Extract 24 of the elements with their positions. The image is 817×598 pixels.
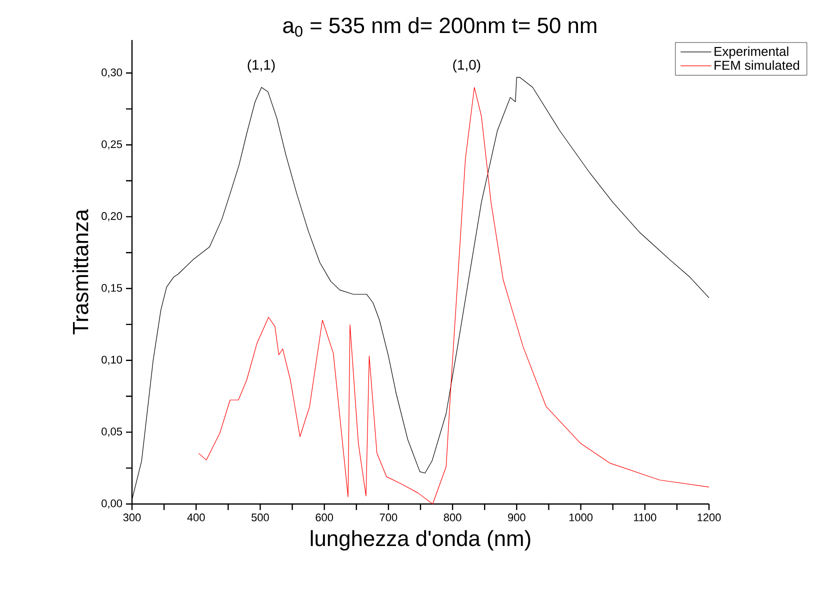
y-tick-label: 0,10 (102, 356, 122, 365)
annotation: (1,0) (453, 59, 480, 72)
annotation: (1,1) (248, 59, 275, 72)
y-tick-label: 0,25 (102, 140, 122, 150)
x-axis-title: lunghezza d'onda (nm) (310, 530, 530, 551)
y-tick-label: 0,30 (102, 68, 122, 78)
chart-title: a$_{0}$ = 535 nm d= 200nm t= 50 nm (283, 17, 596, 37)
x-tick-label: 700 (380, 514, 398, 522)
x-tick-label: 1000 (569, 514, 593, 522)
x-tick-label: 900 (508, 514, 526, 522)
y-tick-label: 0,20 (102, 212, 122, 222)
x-tick-label: 600 (316, 514, 334, 522)
x-tick-label: 1100 (634, 514, 656, 522)
x-tick-label: 400 (187, 514, 205, 522)
y-tick-label: 0,00 (102, 499, 122, 509)
x-tick-label: 300 (123, 514, 141, 522)
y-axis-title: Trasmittanza (72, 209, 88, 334)
y-tick-label: 0,05 (102, 428, 122, 437)
legend-label: FEM simulated (714, 60, 800, 70)
x-tick-label: 1200 (698, 514, 721, 522)
y-tick-label: 0,15 (102, 284, 122, 294)
legend-label: Experimental (714, 46, 788, 59)
x-tick-label: 800 (444, 514, 462, 522)
x-tick-label: 500 (252, 514, 269, 522)
